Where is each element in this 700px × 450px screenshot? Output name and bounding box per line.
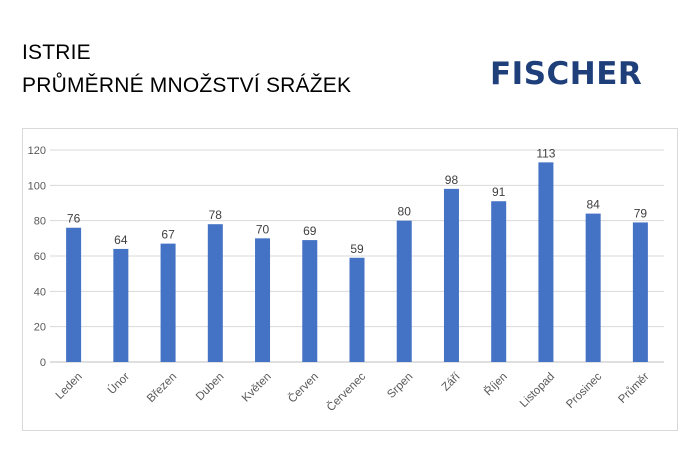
x-tick-label: Červen — [286, 370, 321, 405]
fischer-logo: FISCHER — [490, 56, 643, 92]
y-tick-label: 0 — [40, 357, 46, 369]
x-tick-label: Průměr — [616, 371, 651, 406]
bar-červen — [302, 240, 318, 362]
x-tick-label: Leden — [54, 371, 85, 402]
chart-title-line-1: ISTRIE — [22, 41, 91, 64]
x-tick-label: Červenec — [324, 370, 368, 414]
y-tick-label: 120 — [28, 145, 46, 157]
x-tick-label: Říjen — [482, 370, 510, 398]
data-label: 79 — [634, 206, 648, 220]
x-tick-label: Duben — [194, 371, 226, 403]
x-tick-label: Srpen — [385, 371, 415, 401]
data-label: 76 — [67, 212, 81, 226]
data-label: 113 — [536, 146, 555, 160]
y-tick-label: 80 — [34, 216, 46, 228]
data-label: 80 — [398, 205, 412, 219]
x-tick-label: Květen — [240, 371, 274, 405]
bar-září — [443, 188, 459, 362]
y-axis-tick-labels: 0 20 40 60 80 100 120 — [28, 145, 46, 369]
bar-prosinec — [585, 213, 601, 362]
bar-květen — [255, 238, 271, 362]
chart-title-line-2: PRŮMĚRNÉ MNOŽSTVÍ SRÁŽEK — [22, 74, 352, 97]
title-block: ISTRIE PRŮMĚRNÉ MNOŽSTVÍ SRÁŽEK — [22, 36, 351, 102]
data-label: 64 — [114, 233, 128, 247]
data-label: 84 — [586, 198, 600, 212]
x-tick-label: Únor — [105, 370, 132, 397]
data-label: 78 — [209, 208, 223, 222]
bar-srpen — [396, 220, 412, 362]
bar-leden — [66, 227, 82, 362]
bar-červenec — [349, 257, 365, 362]
y-tick-label: 100 — [28, 180, 46, 192]
bars — [66, 162, 648, 362]
data-labels: 76 64 67 78 70 69 59 80 98 91 113 84 79 — [67, 146, 647, 255]
chart-frame — [22, 128, 678, 431]
y-tick-label: 60 — [34, 251, 46, 263]
x-axis-tick-labels: Leden Únor Březen Duben Květen Červen Červenec… — [54, 370, 652, 414]
data-label: 98 — [445, 173, 459, 187]
data-label: 67 — [161, 228, 175, 242]
data-label: 69 — [303, 224, 317, 238]
bar-říjen — [491, 201, 507, 362]
x-tick-label: Listopad — [518, 371, 557, 410]
x-tick-label: Březen — [145, 371, 179, 405]
data-label: 70 — [256, 222, 270, 236]
bar-únor — [113, 248, 129, 362]
bar-průměr — [632, 222, 648, 362]
data-label: 91 — [492, 185, 506, 199]
data-label: 59 — [350, 242, 364, 256]
bar-listopad — [538, 162, 554, 362]
bar-březen — [160, 243, 176, 362]
x-tick-label: Prosinec — [564, 371, 604, 411]
y-tick-label: 40 — [34, 286, 46, 298]
y-tick-label: 20 — [34, 322, 46, 334]
bar-duben — [207, 224, 223, 362]
x-tick-label: Září — [440, 370, 464, 394]
